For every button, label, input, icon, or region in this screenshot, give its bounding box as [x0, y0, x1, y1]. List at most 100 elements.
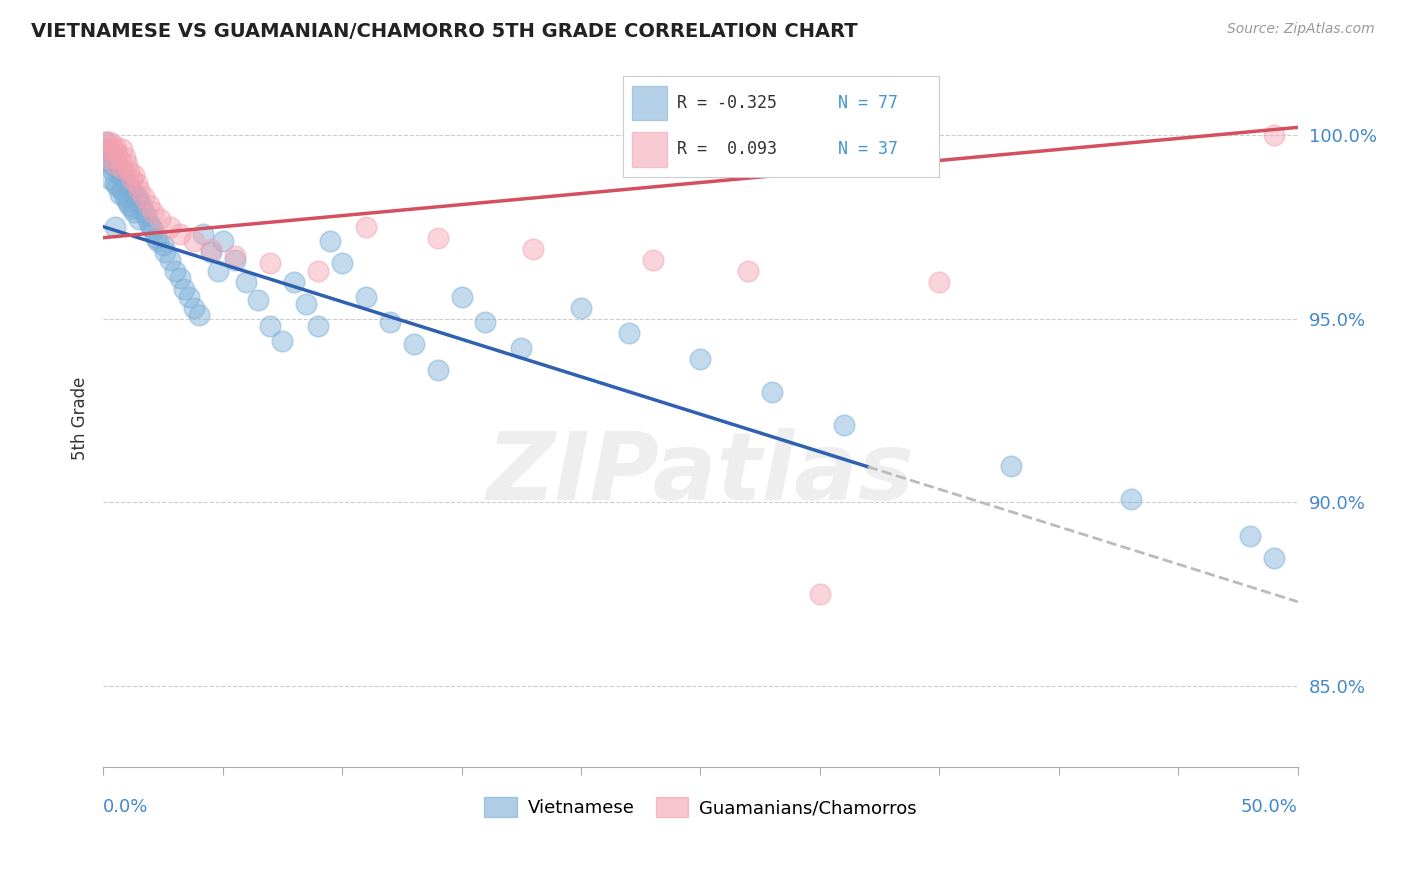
Point — [641, 252, 664, 267]
Point — [104, 153, 127, 168]
Point — [104, 219, 127, 234]
Point — [808, 587, 831, 601]
Point — [101, 143, 124, 157]
Point — [107, 179, 129, 194]
Point — [104, 176, 127, 190]
Point — [111, 164, 134, 178]
Legend: Vietnamese, Guamanians/Chamorros: Vietnamese, Guamanians/Chamorros — [477, 790, 924, 824]
Point — [211, 235, 233, 249]
Point — [402, 337, 425, 351]
Point — [94, 135, 117, 149]
Point — [98, 157, 121, 171]
Point — [122, 168, 145, 182]
Point — [259, 256, 281, 270]
Point — [354, 289, 377, 303]
Point — [207, 264, 229, 278]
Point — [832, 418, 855, 433]
Point — [307, 318, 329, 333]
Point — [146, 235, 169, 249]
Point — [111, 161, 134, 175]
Point — [115, 194, 138, 208]
Point — [118, 164, 141, 178]
Point — [259, 318, 281, 333]
Point — [761, 385, 783, 400]
Point — [474, 315, 496, 329]
Point — [138, 197, 160, 211]
Point — [159, 252, 181, 267]
Point — [111, 183, 134, 197]
Point — [142, 223, 165, 237]
Point — [139, 219, 162, 234]
Point — [138, 216, 160, 230]
Point — [224, 252, 246, 267]
Point — [115, 176, 138, 190]
Point — [426, 363, 449, 377]
Point — [149, 212, 172, 227]
Point — [121, 201, 143, 215]
Point — [98, 150, 121, 164]
Point — [183, 235, 205, 249]
Point — [224, 249, 246, 263]
Point — [522, 242, 544, 256]
Point — [1119, 491, 1142, 506]
Point — [1263, 128, 1285, 142]
Point — [330, 256, 353, 270]
Point — [1263, 550, 1285, 565]
Point — [115, 157, 138, 171]
Point — [169, 271, 191, 285]
Point — [378, 315, 401, 329]
Point — [169, 227, 191, 241]
Point — [98, 146, 121, 161]
Point — [200, 242, 222, 256]
Point — [1239, 528, 1261, 542]
Point — [97, 153, 120, 168]
Point — [121, 172, 143, 186]
Point — [101, 164, 124, 178]
Point — [122, 186, 145, 201]
Text: 0.0%: 0.0% — [103, 797, 149, 816]
Point — [319, 235, 342, 249]
Point — [101, 150, 124, 164]
Point — [145, 230, 167, 244]
Point — [295, 297, 318, 311]
Point — [142, 205, 165, 219]
Point — [569, 301, 592, 315]
Point — [152, 238, 174, 252]
Point — [118, 179, 141, 194]
Point — [97, 143, 120, 157]
Point — [107, 146, 129, 161]
Point — [183, 301, 205, 315]
Point — [108, 168, 131, 182]
Point — [107, 161, 129, 175]
Point — [271, 334, 294, 348]
Point — [200, 245, 222, 260]
Point — [125, 190, 148, 204]
Point — [510, 341, 533, 355]
Y-axis label: 5th Grade: 5th Grade — [72, 376, 89, 459]
Point — [108, 186, 131, 201]
Point — [928, 275, 950, 289]
Point — [98, 172, 121, 186]
Point — [354, 219, 377, 234]
Point — [135, 209, 157, 223]
Point — [131, 197, 153, 211]
Point — [163, 264, 186, 278]
Point — [689, 352, 711, 367]
Point — [94, 135, 117, 149]
Point — [426, 230, 449, 244]
Point — [98, 135, 121, 149]
Point — [187, 308, 209, 322]
Point — [111, 143, 134, 157]
Point — [307, 264, 329, 278]
Point — [128, 194, 150, 208]
Point — [125, 176, 148, 190]
Point — [132, 190, 155, 204]
Point — [122, 205, 145, 219]
Point — [132, 205, 155, 219]
Text: Source: ZipAtlas.com: Source: ZipAtlas.com — [1227, 22, 1375, 37]
Point — [104, 138, 127, 153]
Point — [108, 153, 131, 168]
Point — [247, 293, 270, 308]
Point — [179, 289, 201, 303]
Point — [283, 275, 305, 289]
